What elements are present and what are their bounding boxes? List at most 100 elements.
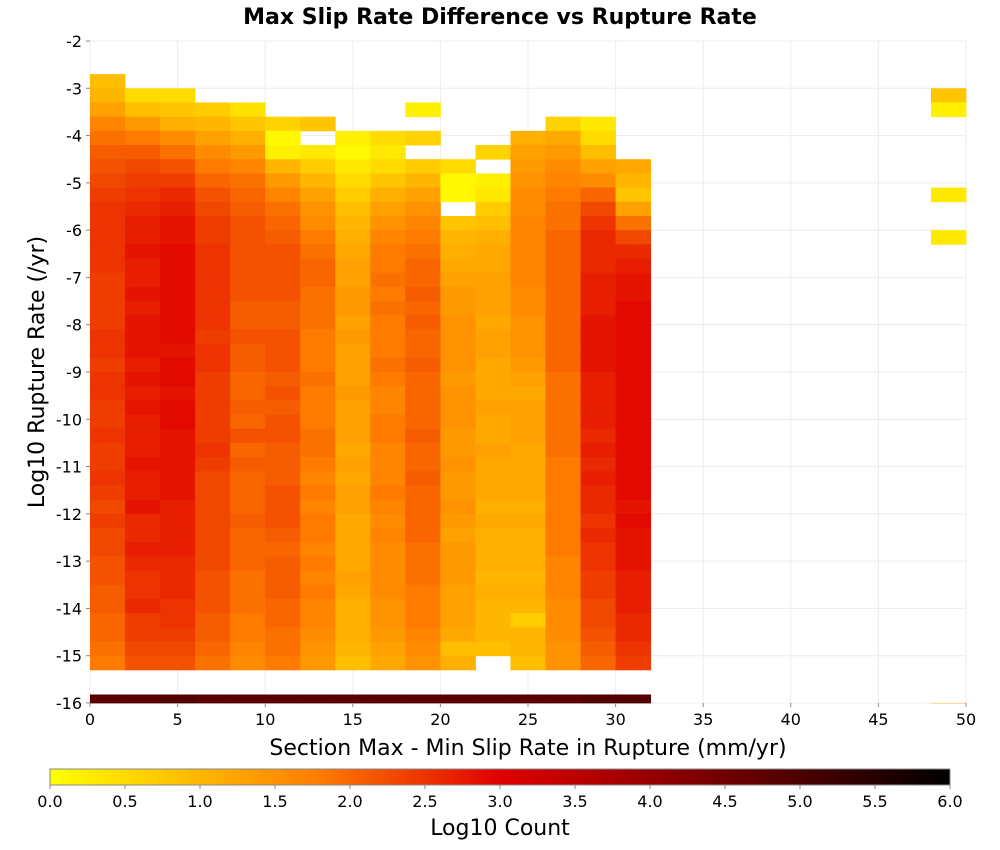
heatmap-cell	[335, 187, 371, 203]
heatmap-cell	[440, 513, 476, 529]
heatmap-cell	[580, 329, 616, 345]
heatmap-cell	[230, 315, 266, 330]
heatmap-cell	[195, 201, 231, 217]
heatmap-cell	[370, 627, 406, 642]
heatmap-cell	[90, 694, 126, 704]
heatmap-cell	[405, 556, 441, 571]
heatmap-cell	[405, 584, 441, 600]
heatmap-cell	[300, 414, 336, 430]
heatmap-cell	[370, 598, 406, 614]
heatmap-cell	[405, 130, 441, 146]
heatmap-cell	[440, 173, 476, 188]
heatmap-cell	[580, 528, 616, 543]
heatmap-cell	[370, 357, 406, 373]
heatmap-cell	[230, 499, 266, 515]
heatmap-cell	[440, 414, 476, 430]
heatmap-cell	[440, 329, 476, 345]
heatmap-cell	[230, 598, 266, 614]
heatmap-cell	[230, 386, 266, 401]
heatmap-cell	[265, 485, 301, 501]
heatmap-cell	[335, 272, 371, 288]
heatmap-cell	[230, 655, 266, 671]
heatmap-cell	[615, 357, 652, 373]
heatmap-cell	[230, 102, 266, 118]
heatmap-cell	[370, 173, 406, 188]
heatmap-cell	[265, 457, 301, 472]
heatmap-cell	[370, 286, 406, 302]
heatmap-cell	[195, 187, 231, 203]
heatmap-cell	[125, 627, 161, 642]
heatmap-cell	[160, 244, 196, 259]
heatmap-cell	[125, 400, 161, 415]
heatmap-cell	[545, 272, 581, 288]
heatmap-cell	[335, 584, 371, 600]
heatmap-cell	[125, 329, 161, 345]
heatmap-cell	[545, 386, 581, 401]
heatmap-cell	[370, 641, 406, 657]
heatmap-cell	[335, 598, 371, 614]
heatmap-cell	[475, 258, 511, 274]
heatmap-cell	[230, 584, 266, 600]
heatmap-cell	[475, 215, 511, 231]
heatmap-cell	[475, 230, 511, 245]
heatmap-cell	[195, 641, 231, 657]
heatmap-cell	[475, 286, 511, 302]
heatmap-cell	[300, 173, 336, 188]
heatmap-cell	[615, 542, 652, 557]
heatmap-cell	[160, 641, 196, 657]
heatmap-cell	[405, 627, 441, 642]
heatmap-cell	[90, 613, 126, 628]
heatmap-cell	[90, 102, 126, 118]
heatmap-cell	[195, 598, 231, 614]
heatmap-cell	[90, 357, 126, 373]
heatmap-cell	[265, 357, 301, 373]
heatmap-cell	[230, 485, 266, 501]
heatmap-cell	[580, 301, 616, 316]
heatmap-cell	[230, 641, 266, 657]
heatmap-cell	[545, 694, 581, 704]
heatmap-cell	[615, 471, 652, 486]
y-axis-title: Log10 Rupture Rate (/yr)	[25, 236, 50, 508]
heatmap-cell	[125, 159, 161, 174]
heatmap-cell	[405, 315, 441, 330]
heatmap-cell	[125, 88, 161, 103]
heatmap-cell	[195, 627, 231, 642]
heatmap-cell	[475, 457, 511, 472]
heatmap-cell	[510, 230, 546, 245]
heatmap-cell	[230, 400, 266, 415]
heatmap-cell	[615, 215, 652, 231]
heatmap-cell	[300, 471, 336, 486]
heatmap-cell	[545, 343, 581, 359]
heatmap-cell	[615, 173, 652, 188]
heatmap-cell	[160, 457, 196, 472]
heatmap-cell	[265, 570, 301, 586]
heatmap-cell	[510, 357, 546, 373]
heatmap-cell	[510, 201, 546, 217]
colorbar-tick-label: 1.0	[187, 792, 212, 811]
heatmap-cell	[580, 414, 616, 430]
heatmap-cell	[335, 613, 371, 628]
heatmap-cell	[230, 343, 266, 359]
heatmap-cell	[405, 570, 441, 586]
heatmap-cell	[370, 386, 406, 401]
heatmap-cell	[580, 215, 616, 231]
heatmap-cell	[440, 258, 476, 274]
heatmap-cell	[230, 694, 266, 704]
heatmap-cell	[510, 655, 546, 671]
heatmap-cell	[475, 201, 511, 217]
heatmap-cell	[580, 230, 616, 245]
heatmap-cell	[475, 598, 511, 614]
heatmap-cell	[475, 414, 511, 430]
heatmap-cell	[195, 215, 231, 231]
heatmap-cell	[90, 272, 126, 288]
colorbar-tick-label: 0.0	[37, 792, 62, 811]
heatmap-cell	[545, 187, 581, 203]
heatmap-cell	[615, 272, 652, 288]
heatmap-cell	[405, 301, 441, 316]
heatmap-cell	[265, 230, 301, 245]
heatmap-cell	[230, 570, 266, 586]
heatmap-cell	[370, 329, 406, 345]
y-tick-label: -8	[66, 316, 82, 335]
heatmap-cell	[160, 556, 196, 571]
heatmap-cell	[265, 584, 301, 600]
